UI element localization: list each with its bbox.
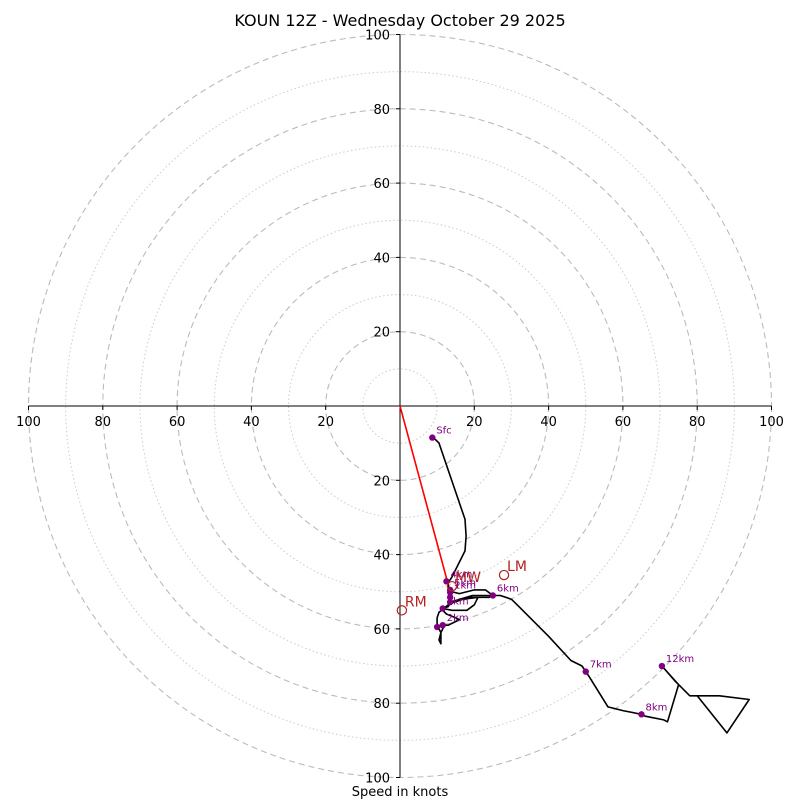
y-tick-label: 60	[373, 177, 390, 192]
chart-title: KOUN 12Z - Wednesday October 29 2025	[234, 11, 565, 30]
y-tick-label: 40	[373, 251, 390, 266]
x-tick-label: 40	[243, 415, 260, 430]
x-tick-label: 80	[95, 415, 112, 430]
height-point-label: 4km	[450, 569, 472, 580]
height-point-label: 7km	[590, 660, 612, 671]
y-tick-label: 80	[373, 697, 390, 712]
height-point-label: 3km	[447, 596, 469, 607]
x-tick-label: 40	[540, 415, 557, 430]
y-tick-label: 100	[365, 29, 390, 44]
height-point	[439, 621, 446, 629]
y-tick-label: 100	[365, 772, 390, 787]
storm-motion-marker	[498, 569, 510, 581]
height-point-label: 6km	[497, 583, 519, 594]
height-point	[429, 434, 436, 441]
height-point	[439, 605, 446, 612]
x-tick-label: 20	[317, 415, 334, 430]
storm-motion-marker	[396, 605, 408, 616]
height-point-label: 2km	[447, 613, 469, 624]
x-tick-label: 60	[615, 415, 632, 430]
storm-motion-marker	[446, 580, 458, 592]
height-point	[446, 594, 454, 601]
tick-labels: 100 80 60 40 20 20 40 60 80 100 20 40 60 80 100 20 40 60 8…	[16, 29, 784, 787]
height-point	[582, 668, 589, 675]
storm-motion-label: MW	[455, 570, 481, 586]
height-point	[638, 711, 645, 718]
storm-motion-markers: LM RM MW	[396, 559, 527, 616]
height-point	[658, 662, 666, 670]
storm-motion-label: RM	[405, 594, 427, 610]
storm-motion-label: LM	[507, 559, 527, 575]
y-tick-label: 80	[373, 103, 390, 118]
shear-vector	[399, 405, 451, 592]
height-point	[489, 592, 497, 599]
height-point-label: Sfc	[436, 426, 451, 437]
height-point	[446, 598, 454, 606]
height-point-label: 1km	[454, 580, 476, 591]
height-point	[433, 623, 441, 631]
x-tick-label: 20	[466, 415, 483, 430]
y-tick-label: 20	[373, 326, 390, 341]
x-tick-label: 100	[16, 415, 41, 430]
y-tick-label: 60	[373, 623, 390, 638]
x-tick-label: 80	[689, 415, 706, 430]
x-tick-label: 100	[759, 415, 784, 430]
x-tick-label: 60	[169, 415, 186, 430]
height-point-label: 5km	[454, 578, 476, 589]
y-tick-label: 20	[373, 474, 390, 489]
shear-line	[399, 405, 451, 592]
height-point-label: 12km	[666, 654, 694, 665]
x-axis-label: Speed in knots	[352, 785, 449, 800]
y-tick-label: 40	[373, 549, 390, 564]
height-point-label: 8km	[645, 702, 667, 713]
